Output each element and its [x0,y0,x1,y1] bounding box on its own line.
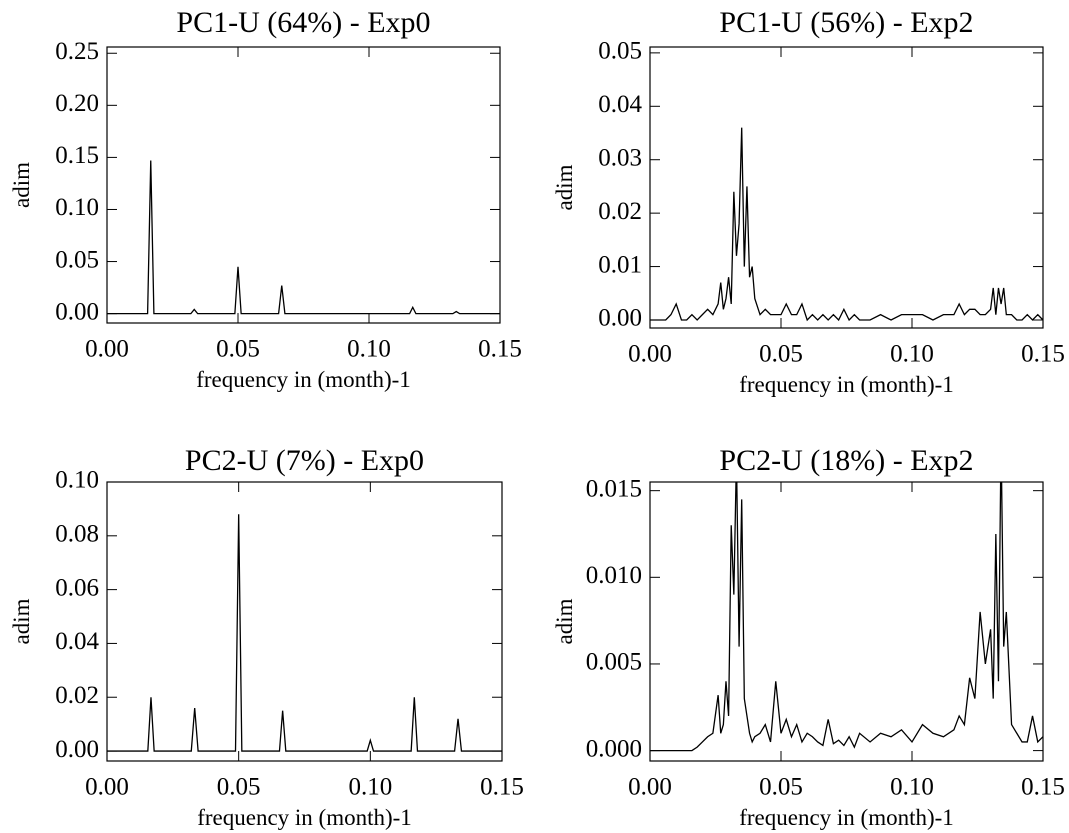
y-axis-label: adim [552,598,577,644]
x-tick-label: 0.10 [347,336,391,363]
y-axis-label: adim [9,598,34,644]
subplot: PC1-U (56%) - Exp2 0.00 0.05 0.10 0.15 0.00 0.… [552,6,1065,397]
y-tick-label: 0.10 [55,467,99,494]
y-tick-label: 0.10 [55,194,99,221]
chart-title: PC1-U (56%) - Exp2 [719,6,973,39]
y-tick-label: 0.05 [598,38,642,65]
plot-frame [106,46,501,324]
y-tick-label: 0.08 [55,521,99,548]
subplot: PC1-U (64%) - Exp0 0.00 0.05 0.10 0.15 0.00 0.… [9,6,522,392]
y-tick-label: 0.25 [55,38,99,65]
x-tick-label: 0.15 [1021,341,1065,368]
x-tick-label: 0.05 [759,774,803,801]
x-axis-label: frequency in (month)-1 [739,805,954,830]
y-tick-label: 0.005 [586,649,642,676]
data-line [650,127,1043,322]
x-tick-label: 0.05 [216,336,260,363]
chart-title: PC1-U (64%) - Exp0 [176,6,430,39]
y-tick-label: 0.20 [55,90,99,117]
x-axis-label: frequency in (month)-1 [196,367,411,392]
x-tick-label: 0.05 [759,341,803,368]
y-tick-label: 0.15 [55,142,99,169]
y-tick-label: 0.010 [586,562,642,589]
x-tick-label: 0.10 [890,341,934,368]
y-tick-label: 0.015 [586,475,642,502]
y-tick-label: 0.000 [586,735,642,762]
y-tick-label: 0.04 [55,628,99,655]
x-tick-label: 0.05 [217,774,261,801]
data-line [107,160,500,315]
subplot: PC2-U (18%) - Exp2 0.00 0.05 0.10 0.15 0.000 0… [552,444,1065,830]
y-tick-label: 0.05 [55,246,99,273]
x-axis-label: frequency in (month)-1 [197,805,412,830]
y-tick-label: 0.02 [55,682,99,709]
chart-title: PC2-U (7%) - Exp0 [185,444,424,477]
x-tick-label: 0.15 [1021,774,1065,801]
x-axis-label: frequency in (month)-1 [739,372,954,397]
x-tick-label: 0.00 [628,774,672,801]
x-tick-label: 0.00 [85,774,129,801]
data-line [107,514,502,752]
y-axis-label: adim [9,162,34,208]
plot-frame [106,481,503,762]
x-tick-label: 0.15 [478,336,522,363]
y-tick-label: 0.00 [598,305,642,332]
plot-frame [649,481,1044,762]
y-tick-label: 0.04 [598,91,642,118]
y-tick-label: 0.00 [55,298,99,325]
x-tick-label: 0.10 [348,774,392,801]
y-tick-label: 0.00 [55,736,99,763]
y-tick-label: 0.03 [598,144,642,171]
x-tick-label: 0.15 [480,774,524,801]
data-line [650,482,1043,752]
x-tick-label: 0.00 [628,341,672,368]
x-tick-label: 0.10 [890,774,934,801]
y-tick-label: 0.01 [598,251,642,278]
y-tick-label: 0.02 [598,198,642,225]
chart-title: PC2-U (18%) - Exp2 [719,444,973,477]
y-axis-label: adim [552,164,577,210]
y-tick-label: 0.06 [55,574,99,601]
plot-frame [649,46,1044,329]
subplot: PC2-U (7%) - Exp0 0.00 0.05 0.10 0.15 0.00 0.0… [9,444,524,830]
x-tick-label: 0.00 [85,336,129,363]
